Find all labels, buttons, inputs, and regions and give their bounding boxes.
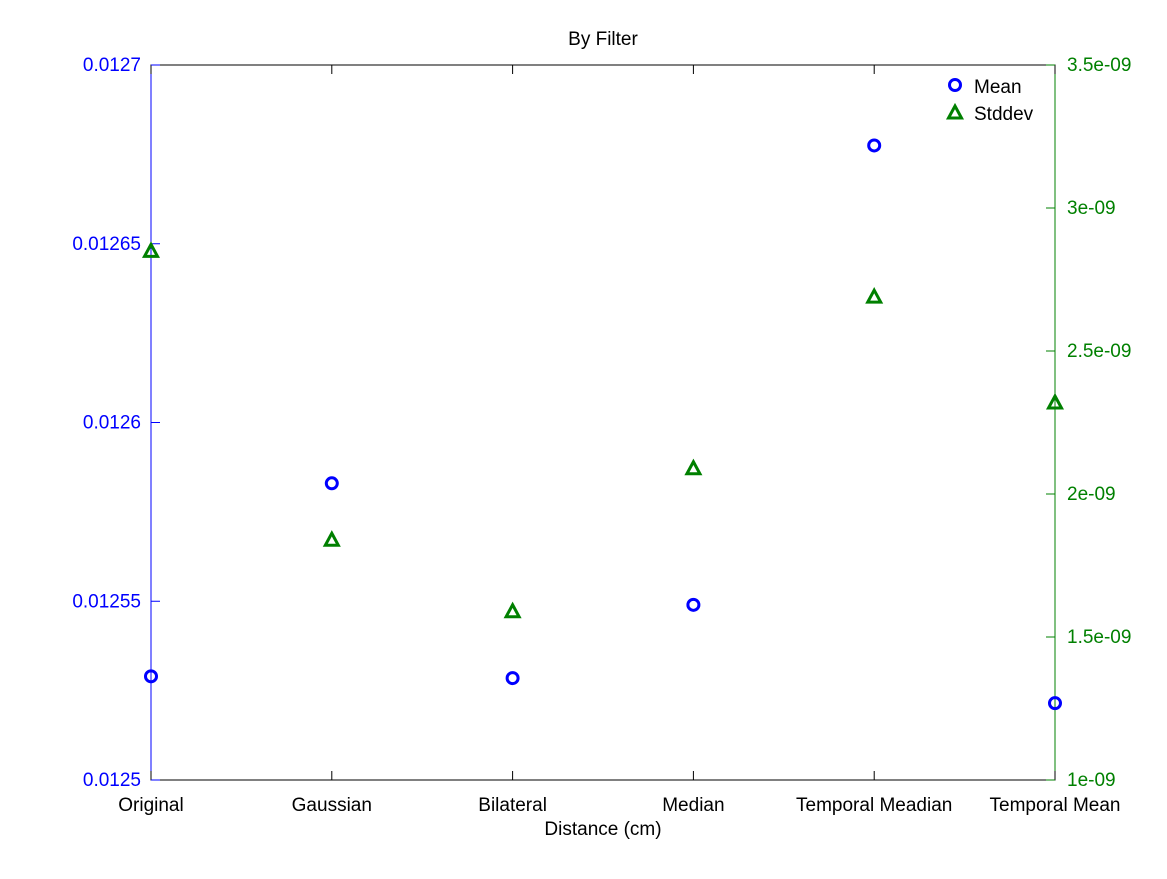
stddev-point [322,530,341,547]
right-y-tick-label: 3e-09 [1067,198,1116,219]
left-y-tick-label: 0.01265 [72,234,141,255]
left-y-axis-ticks: 0.0125 0.01255 0.0126 0.01265 0.0127 [72,55,160,791]
stddev-point [503,601,522,619]
right-y-tick-label: 1.5e-09 [1067,627,1131,648]
left-y-tick-label: 0.0125 [83,770,141,791]
x-tick-label: Original [118,795,183,816]
x-tick-label: Gaussian [292,795,372,816]
left-y-tick-label: 0.0126 [83,413,141,434]
right-y-tick-label: 2.5e-09 [1067,341,1131,362]
legend-stddev-label: Stddev [974,104,1034,125]
stddev-point [1045,392,1065,410]
right-y-tick-label: 3.5e-09 [1067,55,1131,76]
right-y-axis-ticks: 1e-09 1.5e-09 2e-09 2.5e-09 3e-09 3.5e-09 [1046,55,1131,791]
left-y-tick-label: 0.01255 [72,591,141,612]
mean-point [144,669,158,684]
legend: Mean Stddev [945,77,1034,125]
right-y-tick-label: 2e-09 [1067,484,1116,505]
x-axis-ticks: Original Gaussian Bilateral Median Temporal … [118,65,1120,816]
x-axis-label: Distance (cm) [544,819,661,840]
x-tick-label: Temporal Meadian [796,795,952,816]
legend-mean-marker [948,78,962,92]
mean-point [1048,696,1062,711]
left-y-tick-label: 0.0127 [83,55,141,76]
mean-point [505,671,520,686]
x-tick-label: Median [662,795,724,816]
legend-stddev-marker [945,102,965,120]
right-y-tick-label: 1e-09 [1067,770,1116,791]
mean-point [867,138,882,153]
series-layer [141,138,1065,711]
stddev-point [684,458,703,476]
legend-mean-label: Mean [974,77,1022,98]
mean-point [686,597,701,612]
chart-title: By Filter [568,29,638,50]
stddev-point [141,241,161,258]
x-tick-label: Bilateral [478,795,547,816]
stddev-point [865,287,884,304]
mean-point [324,476,339,491]
x-tick-label: Temporal Mean [990,795,1121,816]
